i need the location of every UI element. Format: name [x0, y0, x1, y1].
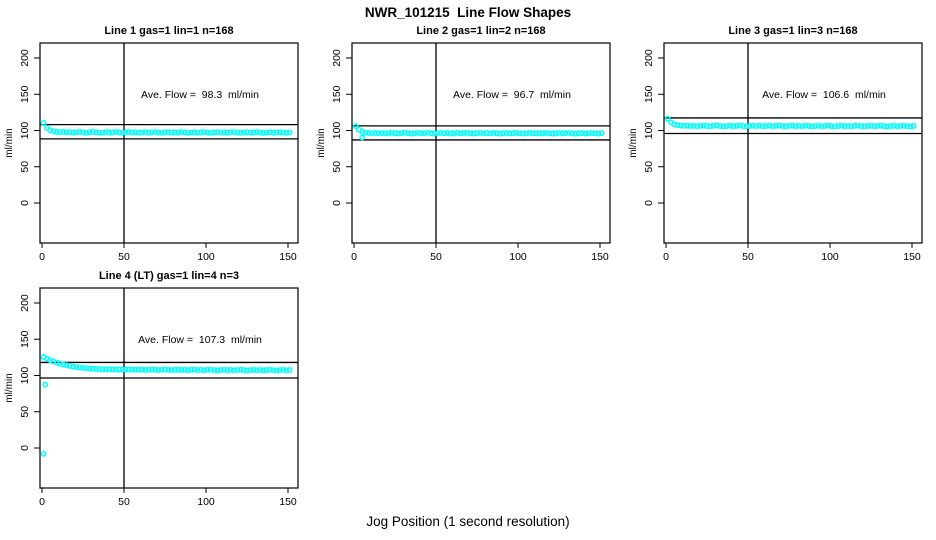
svg-text:100: 100: [821, 251, 839, 263]
svg-text:150: 150: [643, 85, 655, 103]
panel-1-title: Line 1 gas=1 lin=1 n=168: [104, 25, 234, 37]
svg-text:150: 150: [279, 251, 297, 263]
svg-text:100: 100: [197, 496, 215, 508]
panel-4-title: Line 4 (LT) gas=1 lin=4 n=3: [98, 270, 240, 282]
svg-text:ml/min: ml/min: [316, 128, 327, 157]
svg-text:100: 100: [331, 122, 343, 140]
svg-text:50: 50: [331, 161, 343, 173]
svg-text:150: 150: [331, 85, 343, 103]
panel-2-title: Line 2 gas=1 lin=2 n=168: [416, 25, 546, 37]
svg-text:50: 50: [430, 251, 442, 263]
panel-2-annotation: Ave. Flow = 96.7 ml/min: [453, 89, 571, 101]
panel-line-4: Line 4 (LT) gas=1 lin=4 n=3 0 50 100 150 0 50…: [0, 269, 312, 521]
panel-4-plot-canvas: 0 50 100 150 0 50 100 150 200 ml/min: [4, 287, 299, 508]
panel-line-2: Line 2 gas=1 lin=2 n=168 0 50 100 150 0 50 100…: [312, 24, 624, 276]
svg-text:200: 200: [19, 294, 31, 312]
svg-text:50: 50: [643, 161, 655, 173]
svg-text:200: 200: [19, 49, 31, 67]
svg-text:150: 150: [279, 496, 297, 508]
svg-text:150: 150: [903, 251, 921, 263]
svg-text:ml/min: ml/min: [628, 128, 639, 157]
svg-text:150: 150: [19, 85, 31, 103]
panel-1-plot-canvas: 0 50 100 150 0 50 100 150 200 ml/min: [4, 42, 299, 263]
panel-2-plot-canvas: 0 50 100 150 0 50 100 150 200 ml/min: [316, 42, 611, 263]
panel-line-1: Line 1 gas=1 lin=1 n=168 0 50 100 150 0 50 100…: [0, 24, 312, 276]
svg-text:50: 50: [19, 161, 31, 173]
figure-xlabel: Jog Position (1 second resolution): [366, 514, 570, 529]
svg-text:ml/min: ml/min: [4, 373, 15, 402]
svg-text:50: 50: [19, 406, 31, 418]
svg-text:0: 0: [39, 496, 45, 508]
svg-text:0: 0: [331, 200, 343, 206]
svg-text:0: 0: [643, 200, 655, 206]
svg-text:0: 0: [663, 251, 669, 263]
panel-3-annotation: Ave. Flow = 106.6 ml/min: [762, 89, 886, 101]
svg-text:100: 100: [509, 251, 527, 263]
svg-text:ml/min: ml/min: [4, 128, 15, 157]
svg-text:100: 100: [19, 122, 31, 140]
svg-text:50: 50: [118, 496, 130, 508]
panel-1-annotation: Ave. Flow = 98.3 ml/min: [141, 89, 259, 101]
svg-text:0: 0: [39, 251, 45, 263]
svg-text:150: 150: [591, 251, 609, 263]
panel-line-3: Line 3 gas=1 lin=3 n=168 0 50 100 150 0 50 100…: [624, 24, 936, 276]
svg-text:200: 200: [331, 49, 343, 67]
svg-text:100: 100: [643, 122, 655, 140]
svg-text:50: 50: [118, 251, 130, 263]
panel-3-plot-canvas: 0 50 100 150 0 50 100 150 200 ml/min: [628, 42, 923, 263]
svg-text:0: 0: [19, 200, 31, 206]
svg-text:150: 150: [19, 330, 31, 348]
panel-3-title: Line 3 gas=1 lin=3 n=168: [728, 25, 858, 37]
svg-text:0: 0: [351, 251, 357, 263]
svg-text:100: 100: [197, 251, 215, 263]
svg-text:100: 100: [19, 367, 31, 385]
svg-text:200: 200: [643, 49, 655, 67]
panel-4-annotation: Ave. Flow = 107.3 ml/min: [138, 334, 262, 346]
figure-title: NWR_101215 Line Flow Shapes: [364, 5, 572, 20]
svg-text:50: 50: [742, 251, 754, 263]
svg-text:0: 0: [19, 445, 31, 451]
